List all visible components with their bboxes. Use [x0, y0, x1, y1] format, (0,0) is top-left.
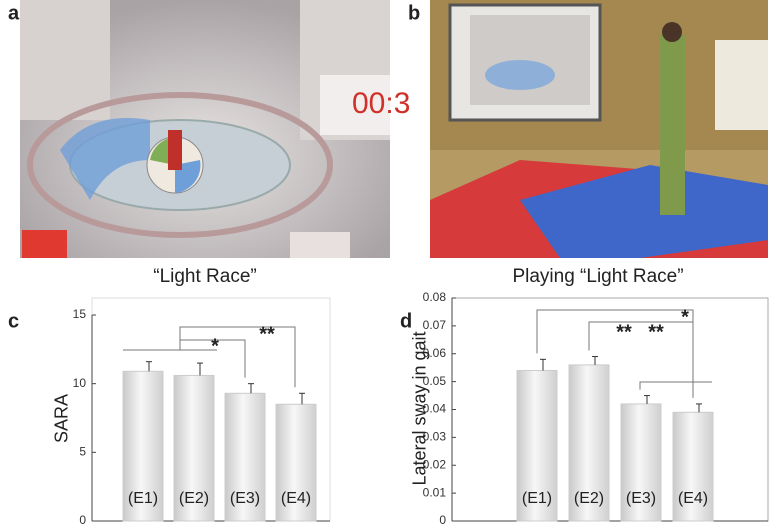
- y-tick-label: 0: [439, 513, 446, 527]
- y-tick-label: 0.04: [423, 402, 447, 416]
- decor: 00:3: [352, 87, 410, 120]
- bar: [275, 403, 317, 522]
- y-tick-label: 10: [73, 376, 87, 390]
- panel-label: b: [408, 2, 420, 24]
- bar: [672, 411, 714, 522]
- y-tick-label: 5: [79, 445, 86, 459]
- bar: [516, 369, 558, 522]
- category-label: (E1): [128, 490, 158, 507]
- significance-bracket: [588, 321, 693, 351]
- significance-label: *: [681, 306, 689, 328]
- y-axis-label: Lateral sway in gait: [409, 331, 430, 486]
- significance-label: **: [259, 323, 275, 345]
- y-tick-label: 0.08: [423, 290, 447, 304]
- category-label: (E1): [522, 490, 552, 507]
- significance-bracket: [179, 326, 296, 388]
- panel-label: c: [8, 310, 19, 332]
- significance-label: **: [616, 321, 632, 343]
- category-label: (E4): [678, 490, 708, 507]
- y-tick-label: 0.02: [423, 457, 447, 471]
- y-tick-label: 0.06: [423, 346, 447, 360]
- significance-label: **: [648, 321, 664, 343]
- category-label: (E2): [179, 490, 209, 507]
- plot-frame: [451, 297, 769, 522]
- significance-bracket: [536, 309, 694, 398]
- bar: [568, 364, 610, 522]
- bar: [122, 370, 164, 522]
- panel-label: a: [8, 2, 20, 24]
- y-tick-label: 0.01: [423, 485, 447, 499]
- y-tick-label: 0: [79, 513, 86, 527]
- category-label: (E2): [574, 490, 604, 507]
- y-axis-label: SARA: [51, 393, 72, 444]
- panel-label: d: [400, 310, 412, 332]
- y-tick-label: 0.03: [423, 430, 447, 444]
- category-label: (E4): [281, 490, 311, 507]
- bar: [224, 392, 266, 522]
- photo-light-race: 00:3: [20, 0, 410, 258]
- significance-bracket: [162, 339, 246, 378]
- photo-playing: [430, 0, 768, 258]
- bar: [173, 374, 215, 522]
- category-label: (E3): [230, 490, 260, 507]
- caption: “Light Race”: [153, 266, 257, 287]
- bar: [620, 403, 662, 522]
- y-tick-label: 15: [73, 307, 87, 321]
- significance-bracket: [639, 381, 712, 390]
- category-label: (E3): [626, 490, 656, 507]
- caption: Playing “Light Race”: [512, 266, 683, 287]
- y-tick-label: 0.05: [423, 374, 447, 388]
- significance-label: *: [211, 335, 219, 357]
- y-tick-label: 0.07: [423, 318, 447, 332]
